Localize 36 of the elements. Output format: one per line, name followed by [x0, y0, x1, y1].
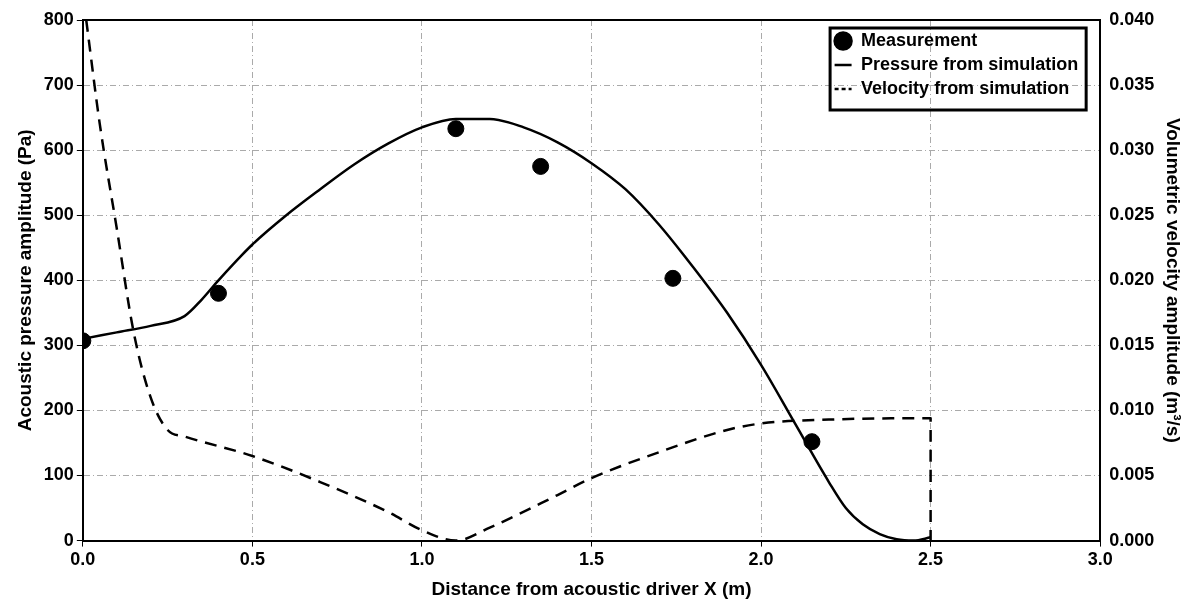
- y2-tick-label: 0.035: [1109, 74, 1155, 95]
- y-tick-label: 0: [63, 529, 74, 550]
- x-tick-label: 0.5: [239, 549, 265, 570]
- y-axis-title: Acoustic pressure amplitude (Pa): [13, 129, 35, 432]
- y-tick-label: 600: [43, 139, 74, 160]
- point: [664, 269, 682, 287]
- y2-tick-label: 0.015: [1109, 334, 1155, 355]
- x-tick-label: 1.5: [578, 549, 605, 570]
- x-tick-label: 0.0: [70, 549, 96, 570]
- x-tick-label: 2.5: [918, 549, 944, 570]
- y-tick-label: 100: [43, 464, 74, 485]
- y-tick-label: 400: [43, 269, 74, 290]
- y2-tick-label: 0.005: [1109, 464, 1155, 485]
- legend-label: Pressure from simulation: [861, 53, 1079, 74]
- y2-tick-label: 0.000: [1109, 529, 1155, 550]
- y-tick-label: 700: [43, 74, 74, 95]
- x-tick-label: 2.0: [748, 549, 774, 570]
- y2-tick-label: 0.025: [1109, 204, 1155, 225]
- y2-tick-label: 0.010: [1109, 399, 1155, 420]
- y-tick-label: 800: [43, 8, 74, 29]
- x-tick-label: 3.0: [1087, 549, 1113, 570]
- y-tick-label: 500: [43, 204, 74, 225]
- legend-label: Measurement: [861, 29, 978, 50]
- y2-axis-title: Volumetric velocity amplitude (m³/s): [1163, 117, 1185, 443]
- x-tick-label: 1.0: [409, 549, 435, 570]
- y2-tick-label: 0.040: [1109, 8, 1155, 29]
- point: [209, 284, 227, 302]
- point: [447, 120, 465, 138]
- legend-label: Velocity from simulation: [861, 77, 1070, 98]
- y-tick-label: 300: [43, 334, 74, 355]
- y-tick-label: 200: [43, 399, 74, 420]
- y2-tick-label: 0.020: [1109, 269, 1155, 290]
- x-axis-title: Distance from acoustic driver X (m): [431, 577, 752, 599]
- y2-tick-label: 0.030: [1109, 139, 1155, 160]
- point: [532, 157, 550, 175]
- point: [803, 433, 821, 451]
